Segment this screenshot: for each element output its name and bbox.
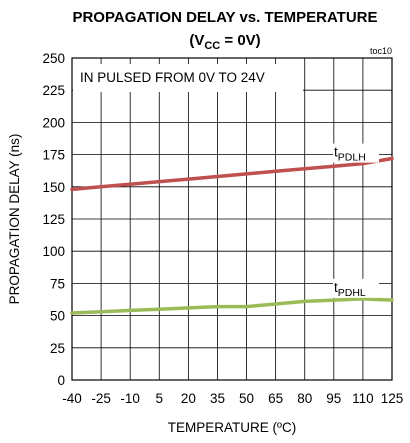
x-tick-label: -25 [91,391,111,406]
subtitle-post: = 0V) [220,32,260,49]
ticks: -40 -25 -10 5 20 35 50 65 80 95 110 125 0 25 50 75 100 12… [42,51,403,406]
x-tick-label: 50 [239,391,254,406]
x-tick-label: 110 [352,391,374,406]
y-tick-label: 150 [42,180,65,195]
x-tick-label: -10 [120,391,140,406]
y-tick-label: 75 [50,276,65,291]
y-tick-label: 125 [42,212,65,227]
chart-subtitle: (VCC = 0V) [189,32,260,52]
annotation-text: IN PULSED FROM 0V TO 24V [80,70,265,85]
y-tick-label: 200 [42,115,65,130]
series-line-pdlh [70,156,394,192]
y-tick-label: 100 [42,244,65,259]
subtitle-sub: CC [204,40,220,52]
annotation-box: IN PULSED FROM 0V TO 24V [73,64,303,92]
x-tick-label: 20 [181,391,196,406]
series-label-pdlh: tPDLH [334,145,366,164]
x-axis-label: TEMPERATURE (ºC) [168,420,296,435]
plot-frame [71,57,393,381]
y-tick-label: 25 [50,341,65,356]
y-tick-label: 0 [57,373,65,388]
y-tick-label: 50 [50,309,65,324]
series-label-pdhl: tPDHL [334,280,366,299]
series [70,156,394,315]
y-tick-label: 225 [42,83,65,98]
y-tick-label: 250 [42,51,65,66]
grid [72,58,392,380]
series-label-bg [333,278,379,298]
series-labels: tPDLH tPDHL [333,143,379,299]
series-line-pdhl [70,297,394,315]
x-tick-label: 80 [297,391,312,406]
y-axis-label: PROPAGATION DELAY (ns) [7,134,22,305]
x-tick-label: 95 [326,391,341,406]
x-tick-label: 65 [268,391,283,406]
x-tick-label: 5 [156,391,164,406]
subtitle-pre: (V [189,32,204,49]
x-tick-label: 125 [381,391,404,406]
series-label-bg [333,143,379,163]
y-tick-label: 175 [42,148,65,163]
figure-id: toc10 [370,46,392,56]
x-tick-label: 35 [210,391,225,406]
chart-title: PROPAGATION DELAY vs. TEMPERATURE [72,9,377,26]
x-tick-label: -40 [62,391,82,406]
